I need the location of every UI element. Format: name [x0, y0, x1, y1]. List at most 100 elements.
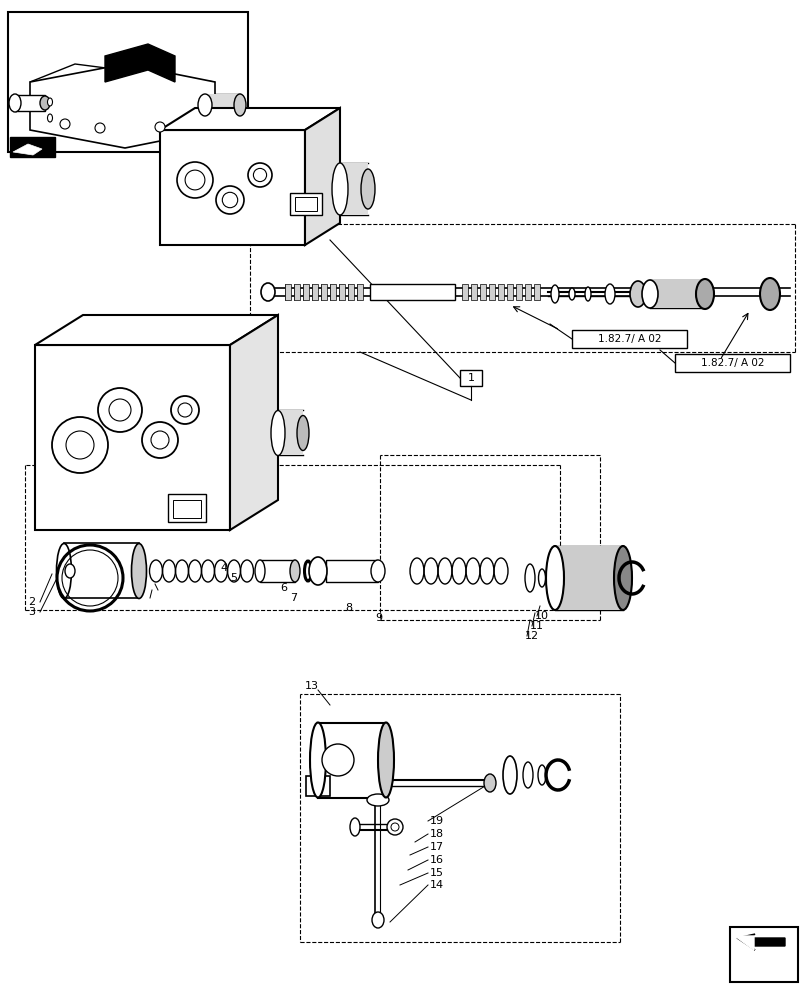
Ellipse shape — [502, 756, 517, 794]
Circle shape — [171, 396, 199, 424]
Ellipse shape — [47, 114, 53, 122]
Ellipse shape — [759, 278, 779, 310]
Circle shape — [391, 823, 398, 831]
Bar — [311, 284, 318, 300]
Circle shape — [178, 403, 191, 417]
Ellipse shape — [604, 284, 614, 304]
Text: 1: 1 — [467, 373, 474, 383]
Ellipse shape — [545, 546, 564, 610]
Ellipse shape — [40, 96, 50, 110]
Bar — [35, 345, 230, 530]
Bar — [204, 94, 240, 116]
Polygon shape — [30, 64, 215, 100]
Circle shape — [109, 399, 131, 421]
Ellipse shape — [65, 564, 75, 578]
Bar — [729, 927, 797, 982]
Ellipse shape — [260, 283, 275, 301]
Circle shape — [155, 122, 165, 132]
Bar — [674, 354, 789, 372]
Ellipse shape — [350, 818, 359, 836]
Circle shape — [60, 119, 70, 129]
Ellipse shape — [483, 774, 496, 792]
Text: 6: 6 — [280, 583, 286, 593]
Ellipse shape — [309, 557, 327, 585]
Bar — [306, 776, 329, 796]
Circle shape — [98, 388, 142, 432]
Ellipse shape — [255, 560, 264, 582]
Bar — [160, 130, 305, 245]
Text: 15: 15 — [430, 868, 444, 878]
Circle shape — [151, 431, 169, 449]
Ellipse shape — [378, 722, 393, 798]
Circle shape — [52, 417, 108, 473]
Bar — [173, 500, 201, 518]
Ellipse shape — [311, 758, 324, 786]
Ellipse shape — [367, 794, 388, 806]
Bar — [8, 12, 247, 152]
Circle shape — [185, 170, 204, 190]
Bar — [479, 284, 486, 300]
Bar — [325, 560, 378, 582]
Bar — [515, 284, 521, 300]
Ellipse shape — [525, 564, 534, 592]
Ellipse shape — [371, 912, 384, 928]
Bar — [460, 370, 482, 386]
Ellipse shape — [522, 762, 532, 788]
Ellipse shape — [371, 560, 384, 582]
Bar — [329, 284, 336, 300]
Text: 1.82.7/ A 02: 1.82.7/ A 02 — [701, 358, 764, 368]
Bar — [470, 284, 476, 300]
Ellipse shape — [198, 94, 212, 116]
Bar — [320, 284, 327, 300]
Text: 4: 4 — [220, 563, 227, 573]
Polygon shape — [30, 64, 215, 148]
Circle shape — [247, 163, 272, 187]
Circle shape — [253, 168, 266, 182]
Bar — [318, 723, 385, 798]
Ellipse shape — [271, 410, 285, 456]
Bar — [340, 163, 367, 215]
Text: 2: 2 — [28, 597, 35, 607]
Bar — [303, 284, 309, 300]
Bar — [525, 284, 530, 300]
Text: 13: 13 — [305, 681, 319, 691]
Ellipse shape — [290, 560, 299, 582]
Bar — [338, 284, 345, 300]
Text: 16: 16 — [430, 855, 444, 865]
Ellipse shape — [551, 285, 558, 303]
Circle shape — [387, 819, 402, 835]
Bar — [348, 284, 354, 300]
Text: 7: 7 — [290, 593, 297, 603]
Polygon shape — [736, 934, 784, 950]
Text: 14: 14 — [430, 880, 444, 890]
Text: 8: 8 — [345, 603, 352, 613]
Bar — [64, 543, 139, 598]
Bar — [290, 193, 322, 215]
Text: 3: 3 — [28, 607, 35, 617]
Bar — [534, 284, 539, 300]
Ellipse shape — [57, 544, 71, 598]
Bar — [506, 284, 513, 300]
Ellipse shape — [234, 94, 246, 116]
Ellipse shape — [569, 288, 574, 300]
Polygon shape — [230, 315, 277, 530]
Ellipse shape — [310, 722, 325, 798]
Text: 9: 9 — [375, 613, 382, 623]
Text: 12: 12 — [525, 631, 539, 641]
Ellipse shape — [361, 169, 375, 209]
Text: 1.82.7/ A 02: 1.82.7/ A 02 — [598, 334, 661, 344]
Bar — [357, 284, 363, 300]
Bar — [649, 280, 704, 308]
Ellipse shape — [131, 544, 146, 598]
Text: 11: 11 — [530, 621, 543, 631]
Ellipse shape — [9, 94, 21, 112]
Ellipse shape — [629, 281, 646, 307]
Bar — [260, 560, 294, 582]
Polygon shape — [35, 315, 277, 345]
Bar — [497, 284, 504, 300]
Circle shape — [95, 123, 105, 133]
Bar — [294, 284, 299, 300]
Bar — [370, 284, 454, 300]
Polygon shape — [160, 108, 340, 130]
Ellipse shape — [538, 569, 545, 587]
